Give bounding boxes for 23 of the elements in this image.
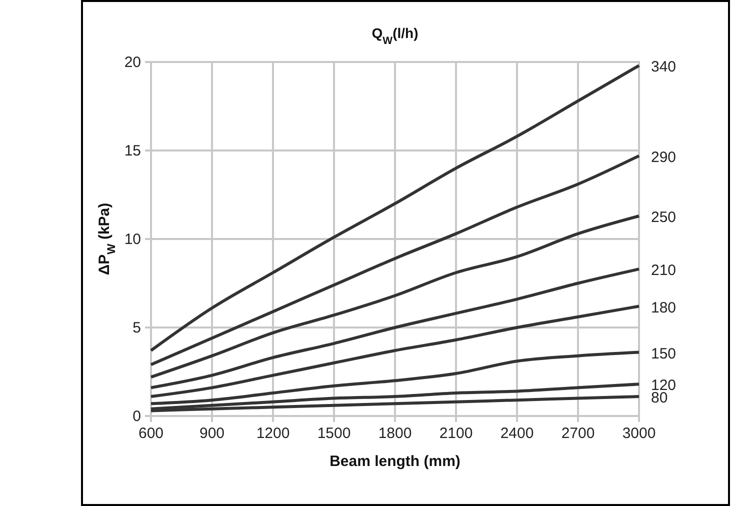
x-tick-label: 2100: [439, 425, 473, 442]
series-label: 340: [651, 58, 676, 76]
x-tick-label: 1800: [378, 425, 412, 442]
chart-title: Q$_{W}$(l/h): [372, 25, 418, 47]
y-tick-label: 10: [124, 231, 141, 248]
series-label: 210: [651, 262, 676, 280]
y-tick-label: 0: [132, 408, 141, 425]
series-label: 250: [651, 208, 676, 226]
series-label: 180: [651, 299, 676, 316]
x-axis-title: Beam length (mm): [330, 453, 460, 470]
x-tick-label: 2400: [500, 425, 534, 442]
series-label: 150: [651, 345, 676, 362]
x-tick-label: 600: [138, 425, 164, 442]
x-tick-label: 1200: [256, 425, 290, 442]
y-tick-label: 20: [124, 54, 141, 71]
x-tick-label: 900: [199, 425, 225, 442]
series-label: 290: [651, 148, 676, 166]
series-label: 80: [651, 390, 668, 407]
x-tick-label: 3000: [622, 425, 656, 442]
x-tick-label: 2700: [561, 425, 595, 442]
x-tick-label: 1500: [317, 425, 351, 442]
y-tick-label: 5: [132, 320, 141, 336]
y-tick-label: 15: [124, 142, 141, 160]
